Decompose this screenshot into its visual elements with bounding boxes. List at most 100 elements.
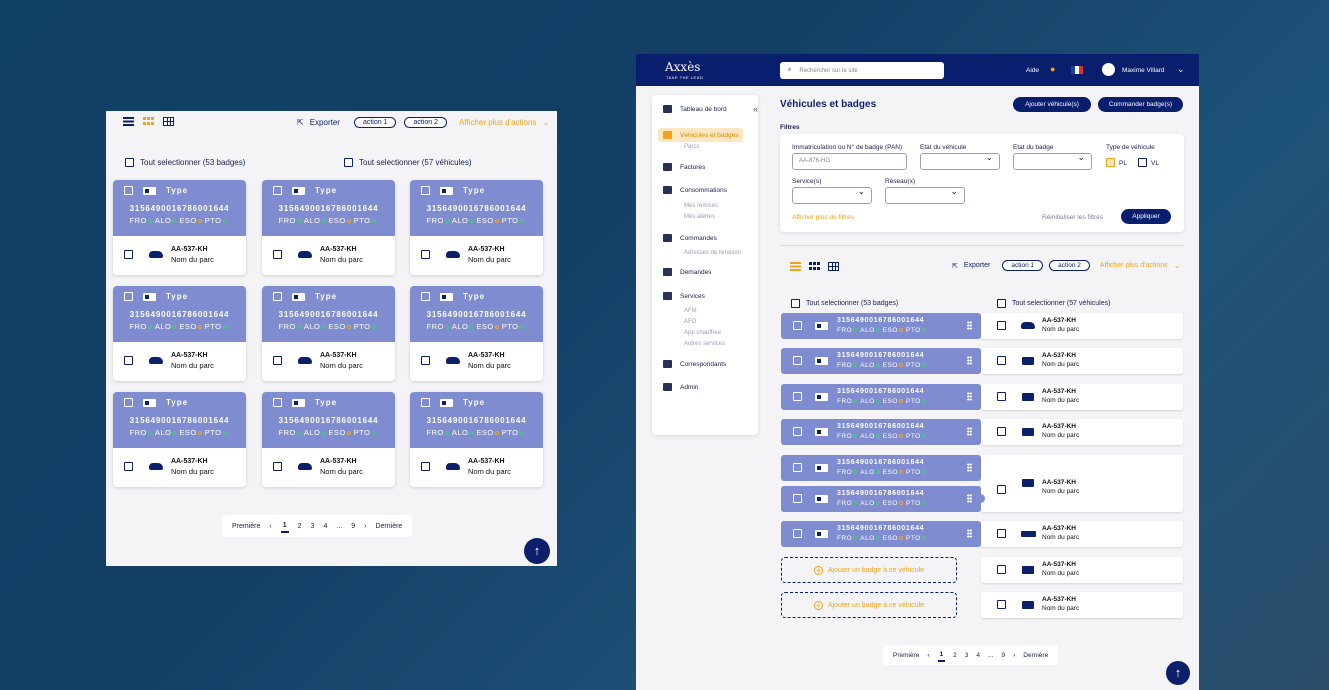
more-filters-link[interactable]: Afficher plus de filtres <box>792 214 855 221</box>
more-actions-link[interactable]: Afficher plus d'actions <box>1099 262 1168 269</box>
logo[interactable]: Axxès <box>665 60 701 74</box>
page-link[interactable]: 2 <box>953 651 957 659</box>
vehicle-row[interactable]: 3156490016786001644 FRO ALO ESO PTO AA-537-… <box>781 313 1183 339</box>
badge-checkbox[interactable] <box>793 494 802 503</box>
drag-handle-icon[interactable] <box>967 463 972 472</box>
checkbox[interactable] <box>344 158 353 167</box>
add-badge-button[interactable]: + Ajouter un badge à ce véhicule <box>781 592 957 618</box>
chevron-right-icon[interactable]: › <box>1013 651 1016 659</box>
vehicle-row[interactable]: 3156490016786001644 FRO ALO ESO PTO AA-537-… <box>781 384 1183 410</box>
sidebar-item[interactable]: Factures <box>663 163 748 171</box>
checkbox[interactable] <box>125 158 134 167</box>
sidebar-subitem[interactable]: Adresses de livraison <box>684 250 742 256</box>
grid-view-icon[interactable] <box>143 117 154 126</box>
chevron-right-icon[interactable]: › <box>364 522 367 530</box>
vehicle-checkbox[interactable] <box>997 392 1006 401</box>
vehicle-checkbox[interactable] <box>997 321 1006 330</box>
drag-handle-icon[interactable] <box>967 321 972 330</box>
vehicle-checkbox[interactable] <box>997 427 1006 436</box>
badge-state-select[interactable] <box>1013 150 1092 170</box>
drag-handle-icon[interactable] <box>967 427 972 436</box>
select-all-vehicles[interactable]: Tout selectionner (57 véhicules) <box>344 158 472 167</box>
vehicle-checkbox[interactable] <box>124 250 133 259</box>
vl-checkbox[interactable] <box>1138 158 1147 167</box>
badge-checkbox[interactable] <box>124 292 133 301</box>
vehicle-checkbox[interactable] <box>421 250 430 259</box>
sidebar-item[interactable]: Admin <box>663 383 748 391</box>
badge-card[interactable]: Type 3156490016786001644 FRO ALO ESO PTO AA… <box>410 286 543 381</box>
first-page-link[interactable]: Première <box>893 651 920 659</box>
scroll-top-button[interactable]: ↑ <box>524 538 550 564</box>
vehicle-checkbox[interactable] <box>997 485 1006 494</box>
page-link[interactable]: 3 <box>310 522 315 530</box>
vehicle-row[interactable]: + Ajouter un badge à ce véhicule AA-537-K… <box>781 592 1183 618</box>
search-input[interactable]: ⌕ Rechercher sur le site <box>780 62 944 79</box>
sidebar-subitem[interactable]: Parcs <box>684 144 700 150</box>
badge-card[interactable]: Type 3156490016786001644 FRO ALO ESO PTO AA… <box>410 392 543 487</box>
sidebar-item[interactable]: Commandes <box>663 234 748 242</box>
sidebar-item[interactable]: Demandes <box>663 268 748 276</box>
vehicle-checkbox[interactable] <box>273 356 282 365</box>
action-2-button[interactable]: action 2 <box>404 117 447 128</box>
drag-handle-icon[interactable] <box>967 529 972 538</box>
sidebar-subitem[interactable]: AFM <box>684 308 697 314</box>
export-button[interactable]: Exporter <box>963 262 991 269</box>
select-all-vehicles[interactable]: Tout selectionner (57 véhicules) <box>997 299 1110 308</box>
vehicle-checkbox[interactable] <box>273 462 282 471</box>
chevron-left-icon[interactable]: ‹ <box>927 651 930 659</box>
action-1-button[interactable]: action 1 <box>1002 260 1044 271</box>
bell-icon[interactable]: ● <box>1050 64 1056 74</box>
page-link[interactable]: 1 <box>280 520 289 533</box>
sidebar-item[interactable]: Correspondants <box>663 360 748 368</box>
first-page-link[interactable]: Première <box>232 522 261 530</box>
sidebar-subitem[interactable]: AFO <box>684 319 697 325</box>
checkbox[interactable] <box>791 299 800 308</box>
page-link[interactable]: 4 <box>323 522 328 530</box>
pl-checkbox[interactable] <box>1106 158 1115 167</box>
add-vehicle-button[interactable]: Ajouter véhicule(s) <box>1013 97 1091 112</box>
vehicle-row[interactable]: 3156490016786001644 FRO ALO ESO PTO AA-537-… <box>781 455 1183 512</box>
page-link[interactable]: 9 <box>1001 651 1006 659</box>
user-name[interactable]: Maxime Villard <box>1122 67 1165 74</box>
vehicle-checkbox[interactable] <box>124 356 133 365</box>
vehicle-row[interactable]: 3156490016786001644 FRO ALO ESO PTO <box>781 486 1183 512</box>
vehicle-checkbox[interactable] <box>997 565 1006 574</box>
checkbox[interactable] <box>997 299 1006 308</box>
grid-view-icon[interactable] <box>809 262 820 271</box>
action-2-button[interactable]: action 2 <box>1049 260 1090 271</box>
badge-checkbox[interactable] <box>421 398 430 407</box>
export-button[interactable]: Exporter <box>309 118 340 127</box>
sidebar-item[interactable]: Véhicules et badges <box>658 128 743 142</box>
flag-fr-icon[interactable] <box>1071 66 1083 74</box>
badge-card[interactable]: Type 3156490016786001644 FRO ALO ESO PTO AA… <box>262 180 395 275</box>
vehicle-checkbox[interactable] <box>273 250 282 259</box>
vehicle-checkbox[interactable] <box>124 462 133 471</box>
scroll-top-button[interactable]: ↑ <box>1166 661 1190 685</box>
page-link[interactable]: 3 <box>964 651 969 659</box>
vehicle-checkbox[interactable] <box>997 356 1006 365</box>
badge-checkbox[interactable] <box>793 392 802 401</box>
list-view-icon[interactable] <box>123 117 134 126</box>
sidebar-item[interactable]: Services <box>663 292 748 300</box>
badge-checkbox[interactable] <box>793 529 802 538</box>
collapse-icon[interactable]: « <box>753 104 759 114</box>
sidebar-subitem[interactable]: App chauffeur <box>684 330 722 336</box>
page-link[interactable]: 9 <box>351 522 356 530</box>
list-view-icon[interactable] <box>790 262 801 271</box>
select-all-badges[interactable]: Tout selectionner (53 badges) <box>791 299 898 308</box>
table-view-icon[interactable] <box>163 117 174 126</box>
badge-checkbox[interactable] <box>421 186 430 195</box>
vehicle-checkbox[interactable] <box>997 600 1006 609</box>
badge-card[interactable]: Type 3156490016786001644 FRO ALO ESO PTO AA… <box>113 392 246 487</box>
badge-checkbox[interactable] <box>124 186 133 195</box>
sidebar-subitem[interactable]: Mes alertes <box>684 214 716 220</box>
action-1-button[interactable]: action 1 <box>353 117 397 128</box>
badge-checkbox[interactable] <box>793 356 802 365</box>
drag-handle-icon[interactable] <box>967 494 972 503</box>
vehicle-checkbox[interactable] <box>997 529 1006 538</box>
badge-checkbox[interactable] <box>273 292 282 301</box>
badge-card[interactable]: Type 3156490016786001644 FRO ALO ESO PTO AA… <box>410 180 543 275</box>
badge-card[interactable]: Type 3156490016786001644 FRO ALO ESO PTO AA… <box>113 180 246 275</box>
vehicle-state-select[interactable] <box>920 150 1000 170</box>
vehicle-checkbox[interactable] <box>421 462 430 471</box>
